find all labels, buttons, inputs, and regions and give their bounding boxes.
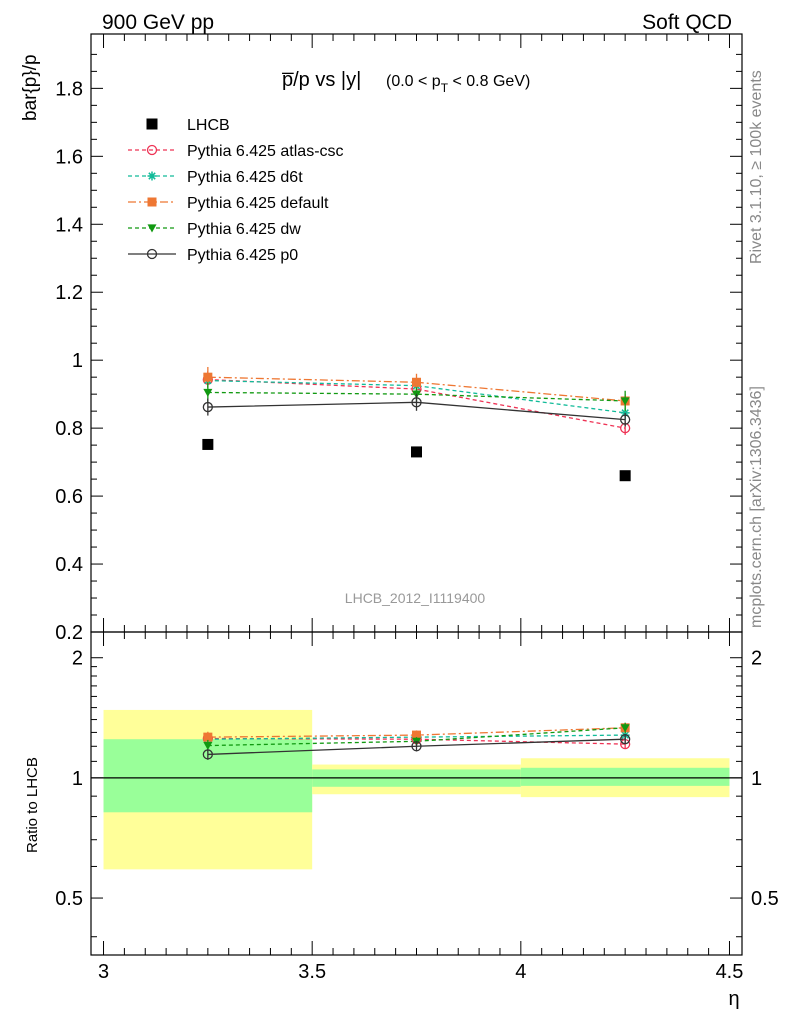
point-lhcb [619,470,631,482]
legend-marker-pythia-6-425-atlas-csc [146,144,158,156]
x-axis-label: η [728,988,739,1010]
y-tick-label: 0.8 [55,418,83,440]
point-pythia-6-425-default [412,377,421,387]
plot-title-range-start: (0.0 < p [386,73,441,90]
main-x-axis [103,34,730,632]
y-tick-label: 0.5 [55,888,83,910]
y-tick-label-right: 2 [751,648,762,670]
y-tick-label: 1 [72,350,83,372]
legend-marker-lhcb [146,118,158,130]
plot-title-range: (0.0 < pT < 0.8 GeV) [386,73,530,95]
x-tick-label: 3 [98,961,109,983]
ratio-point-pythia-6-425-dw [620,724,630,733]
ratio-point-pythia-6-425-p0 [202,749,213,760]
point-pythia-6-425-p0 [620,414,631,425]
main-series-markers [202,366,631,482]
legend-marker-pythia-6-425-d6t [147,171,157,181]
legend-marker-pythia-6-425-default [147,197,157,207]
ratio-point-pythia-6-425-p0 [411,741,422,752]
y-tick-label: 1.4 [55,214,83,236]
analysis-watermark: LHCB_2012_I1119400 [345,590,486,606]
header-left: 900 GeV pp [102,11,214,34]
point-pythia-6-425-dw [203,388,213,397]
y-tick-label: 1.6 [55,146,83,168]
y-tick-label: 0.4 [55,554,83,576]
main-y-axis: 0.2 0.4 0.6 0.8 1 1.2 1.4 1.6 1.8 [55,53,742,644]
y-tick-label-right: 1 [751,768,762,790]
ratio-y-axis: 0.5 0.5 1 1 2 2 [55,648,779,938]
point-lhcb [411,446,422,458]
legend: LHCB Pythia 6.425 atlas-csc Pythia 6.425 d… [128,117,344,264]
ratio-point-pythia-6-425-p0 [620,734,631,745]
plot-title-main: p̅/p vs |y| [282,69,361,91]
legend-label-lhcb: LHCB [187,117,230,134]
ratio-point-pythia-6-425-default [412,730,421,740]
ratio-x-axis: 3 3.5 4 4.5 [98,632,743,983]
legend-label-pythia-6-425-default: Pythia 6.425 default [187,195,329,212]
point-lhcb [202,438,214,450]
y-tick-label-right: 0.5 [751,888,779,910]
rivet-version-label: Rivet 3.1.10, ≥ 100k events [748,70,765,264]
series-line-pythia-6-425-atlas-csc [207,378,626,429]
y-tick-label: 0.6 [55,486,83,508]
legend-marker-pythia-6-425-p0 [146,248,158,260]
ratio-point-pythia-6-425-dw [203,741,213,751]
y-tick-label: 1 [72,768,83,790]
plot-title-pt-index: T [441,81,449,95]
point-pythia-6-425-p0 [202,401,213,413]
legend-label-pythia-6-425-atlas-csc: Pythia 6.425 atlas-csc [187,143,344,160]
point-pythia-6-425-p0 [411,397,422,408]
ratio-y-axis-label: Ratio to LHCB [24,757,41,853]
x-tick-label: 4 [515,961,526,983]
y-tick-label: 2 [72,648,83,670]
y-tick-label: 0.2 [55,622,83,644]
main-y-axis-label: bar{p}/p [20,54,41,121]
plot-title: p̅/p vs |y| (0.0 < pT < 0.8 GeV) [282,69,530,95]
x-tick-label: 4.5 [716,961,744,983]
main-panel: 0.2 0.4 0.6 0.8 1 1.2 1.4 1.6 1.8 bar{p}/p p̅/p … [20,33,743,644]
legend-label-pythia-6-425-dw: Pythia 6.425 dw [187,221,301,238]
point-pythia-6-425-dw [620,397,630,406]
legend-marker-pythia-6-425-dw [147,224,157,233]
plot-title-range-end: < 0.8 GeV) [448,73,530,90]
source-citation-label: mcplots.cern.ch [arXiv:1306.3436] [748,386,765,628]
y-tick-label: 1.2 [55,282,83,304]
ratio-point-pythia-6-425-default [203,732,213,742]
header-right: Soft QCD [642,11,732,34]
ratio-series-markers [202,722,631,760]
ratio-panel: 0.5 0.5 1 1 2 2 3 3.5 4 4.5 Ratio to LHCB η [24,631,779,1010]
legend-label-pythia-6-425-p0: Pythia 6.425 p0 [187,247,298,264]
y-tick-label: 1.8 [55,78,83,100]
legend-label-pythia-6-425-d6t: Pythia 6.425 d6t [187,169,303,186]
point-pythia-6-425-default [203,372,213,382]
x-tick-label: 3.5 [298,961,326,983]
band-green-2 [520,767,730,786]
